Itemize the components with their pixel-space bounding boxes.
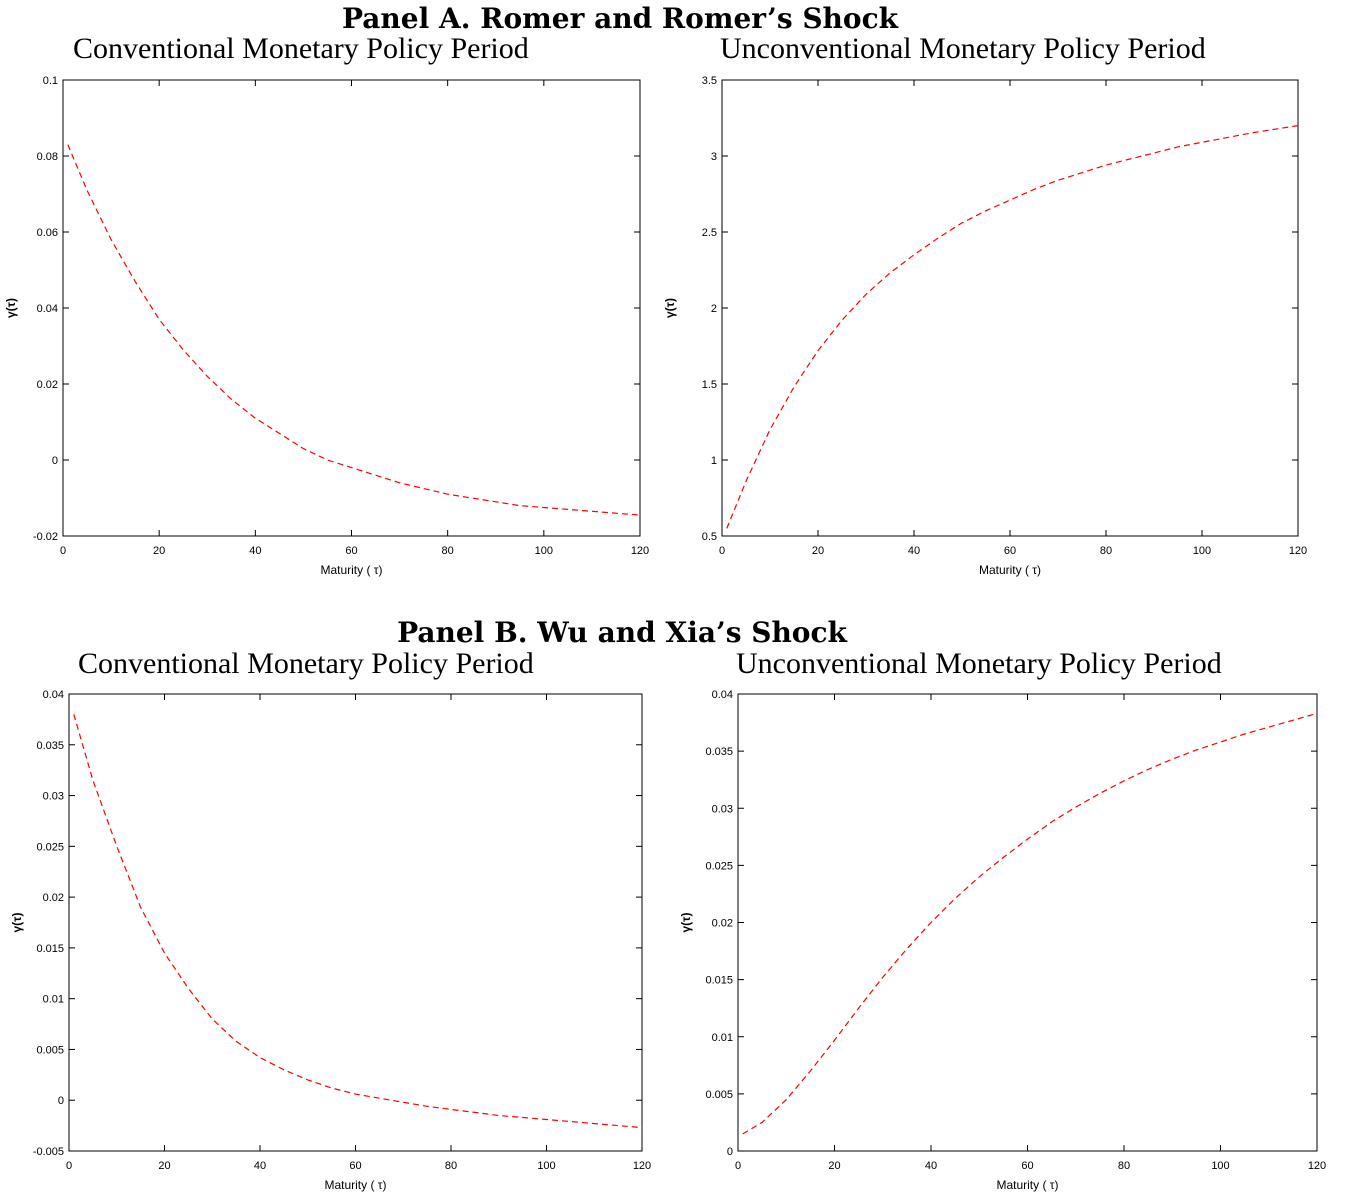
x-tick-label: 20 bbox=[153, 545, 165, 557]
x-tick-label: 80 bbox=[1100, 545, 1112, 557]
x-tick-label: 120 bbox=[1289, 545, 1307, 557]
y-tick-label: 0.1 bbox=[43, 75, 58, 87]
plot-frame bbox=[721, 79, 1299, 537]
y-tick-label: -0.005 bbox=[33, 1146, 64, 1158]
x-tick-label: 0 bbox=[60, 545, 66, 557]
chart-2: 0 20 40 60 80 100 120 0.5 1 1.5 2 2.5 3 3.5 Maturity (… bbox=[663, 75, 1307, 577]
y-tick-label: 0 bbox=[727, 1146, 733, 1158]
x-tick-label: 80 bbox=[445, 1160, 457, 1172]
y-tick-label: 1 bbox=[711, 455, 717, 467]
y-tick-label: 3.5 bbox=[702, 75, 717, 87]
x-axis-label: Maturity ( τ) bbox=[979, 563, 1041, 577]
series-line bbox=[742, 712, 1318, 1135]
y-tick-label: 0.5 bbox=[702, 531, 717, 543]
y-tick-label: 0 bbox=[58, 1095, 64, 1107]
y-tick-label: 2.5 bbox=[702, 227, 717, 239]
x-tick-label: 60 bbox=[1004, 545, 1016, 557]
chart-a2-title: Unconventional Monetary Policy Period bbox=[720, 32, 1206, 65]
y-tick-label: 0.02 bbox=[43, 892, 64, 904]
y-tick-label: 0.015 bbox=[705, 975, 733, 987]
chart-b1-title: Conventional Monetary Policy Period bbox=[78, 647, 534, 680]
y-tick-label: 0 bbox=[52, 455, 58, 467]
y-axis-label: γ(τ) bbox=[663, 298, 677, 318]
y-tick-label: 0.02 bbox=[37, 379, 58, 391]
x-tick-label: 60 bbox=[349, 1160, 361, 1172]
chart-b2-title: Unconventional Monetary Policy Period bbox=[736, 647, 1222, 680]
y-axis-label: γ(τ) bbox=[679, 912, 693, 932]
y-tick-label: 0.03 bbox=[43, 791, 64, 803]
x-tick-label: 20 bbox=[812, 545, 824, 557]
chart-4: 0 20 40 60 80 100 120 0 0.005 0.01 0.015 0.02 0.025 0… bbox=[679, 689, 1326, 1192]
x-tick-label: 60 bbox=[1021, 1160, 1033, 1172]
y-tick-label: 0.04 bbox=[37, 303, 58, 315]
panel-b-title: Panel B. Wu and Xia’s Shock bbox=[397, 616, 847, 649]
x-tick-label: 60 bbox=[345, 545, 357, 557]
y-tick-label: 3 bbox=[711, 151, 717, 163]
y-tick-label: 0.01 bbox=[43, 994, 64, 1006]
x-tick-label: 100 bbox=[537, 1160, 555, 1172]
x-tick-label: 100 bbox=[1211, 1160, 1229, 1172]
y-tick-label: 0.015 bbox=[36, 943, 64, 955]
x-tick-label: 40 bbox=[249, 545, 261, 557]
x-tick-label: 40 bbox=[925, 1160, 937, 1172]
x-tick-label: 0 bbox=[735, 1160, 741, 1172]
x-tick-label: 40 bbox=[908, 545, 920, 557]
x-tick-label: 80 bbox=[1118, 1160, 1130, 1172]
chart-1: 0 20 40 60 80 100 120-0.0200.020.040.060.080.1… bbox=[4, 75, 649, 577]
series-line bbox=[67, 144, 641, 516]
y-tick-label: 0.02 bbox=[712, 918, 733, 930]
chart-3: 0 20 40 60 80 100 120-0.00500.0050.010.0150.02… bbox=[10, 689, 651, 1192]
x-axis-label: Maturity ( τ) bbox=[320, 563, 382, 577]
panel-a-title: Panel A. Romer and Romer’s Shock bbox=[341, 2, 899, 35]
y-axis-label: γ(τ) bbox=[10, 912, 24, 932]
y-tick-label: 0.025 bbox=[705, 860, 733, 872]
plot-frame bbox=[737, 693, 1318, 1152]
x-tick-label: 20 bbox=[828, 1160, 840, 1172]
y-tick-label: 0.035 bbox=[36, 740, 64, 752]
y-tick-label: 1.5 bbox=[702, 379, 717, 391]
x-tick-label: 100 bbox=[1193, 545, 1211, 557]
x-tick-label: 100 bbox=[535, 545, 553, 557]
x-tick-label: 20 bbox=[158, 1160, 170, 1172]
x-axis-label: Maturity ( τ) bbox=[996, 1178, 1058, 1192]
x-tick-label: 120 bbox=[633, 1160, 651, 1172]
plot-frame bbox=[68, 693, 643, 1152]
y-tick-label: 0.025 bbox=[36, 841, 64, 853]
x-tick-label: 40 bbox=[254, 1160, 266, 1172]
x-axis-label: Maturity ( τ) bbox=[324, 1178, 386, 1192]
series-line bbox=[73, 714, 643, 1129]
y-tick-label: 0.005 bbox=[36, 1044, 64, 1056]
y-tick-label: 2 bbox=[711, 303, 717, 315]
y-tick-label: 0.06 bbox=[37, 227, 58, 239]
y-tick-label: 0.035 bbox=[705, 746, 733, 758]
y-tick-label: 0.04 bbox=[43, 689, 64, 701]
x-tick-label: 0 bbox=[66, 1160, 72, 1172]
y-tick-label: 0.005 bbox=[705, 1089, 733, 1101]
y-tick-label: 0.01 bbox=[712, 1032, 733, 1044]
x-tick-label: 0 bbox=[719, 545, 725, 557]
y-tick-label: 0.04 bbox=[712, 689, 733, 701]
x-tick-label: 120 bbox=[631, 545, 649, 557]
x-tick-label: 80 bbox=[442, 545, 454, 557]
x-tick-label: 120 bbox=[1308, 1160, 1326, 1172]
series-line bbox=[726, 125, 1299, 529]
chart-a1-title: Conventional Monetary Policy Period bbox=[73, 32, 529, 65]
y-axis-label: γ(τ) bbox=[4, 298, 18, 318]
y-tick-label: 0.08 bbox=[37, 151, 58, 163]
y-tick-label: 0.03 bbox=[712, 803, 733, 815]
y-tick-label: -0.02 bbox=[33, 531, 58, 543]
